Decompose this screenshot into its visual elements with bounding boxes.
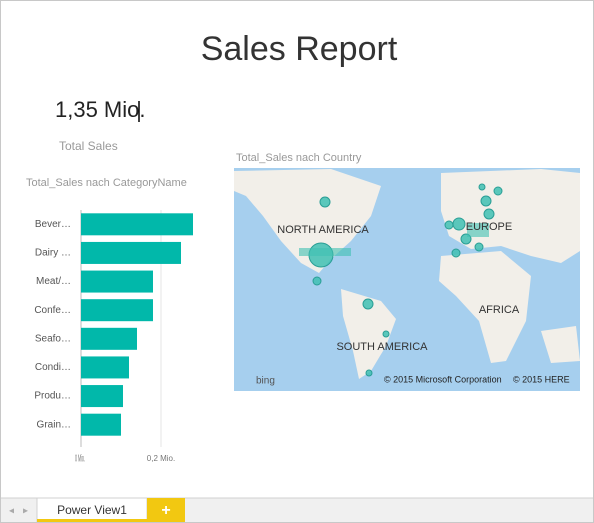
bar [81, 270, 153, 293]
card-value: 1,35 Mio. [55, 97, 146, 122]
bar [81, 327, 137, 350]
map-label: AFRICA [479, 304, 520, 316]
map-label: EUROPE [466, 221, 512, 233]
y-tick-label: Bever… [35, 219, 71, 230]
scroll-left[interactable]: ◂ [9, 506, 14, 517]
y-tick-label: Condi… [35, 362, 71, 373]
add-sheet-button[interactable] [147, 498, 185, 522]
report-title: Sales Report [201, 30, 398, 68]
map-label: SOUTH AMERICA [336, 341, 428, 353]
map-land [541, 326, 580, 363]
sheet-tab-indicator [37, 519, 147, 522]
bar [81, 241, 181, 264]
add-sheet-label[interactable]: + [161, 502, 170, 519]
map-land [441, 169, 580, 263]
sheet-tab-label[interactable]: Power View1 [57, 503, 127, 517]
y-tick-label: Dairy … [35, 248, 71, 259]
sheet-tab[interactable] [36, 497, 148, 522]
x-tick-label: 0,2 Mio. [147, 454, 175, 463]
map-copyright: © 2015 HERE [513, 374, 570, 384]
bar [81, 213, 193, 236]
map-land [439, 251, 531, 363]
card-label: Total Sales [59, 139, 118, 153]
y-tick-label: Grain… [37, 419, 71, 430]
map-land [234, 169, 381, 273]
map-label: NORTH AMERICA [277, 224, 369, 236]
x-tick-label: 0 Mio. [75, 454, 85, 465]
map-copyright: © 2015 Microsoft Corporation [384, 374, 502, 384]
y-tick-label: Seafo… [35, 333, 71, 344]
map-highlight [467, 223, 489, 237]
bar [81, 356, 129, 379]
map: NORTH AMERICA EUROPE AFRICA SOUTH AMERIC… [234, 168, 580, 391]
map-label: NORTH AMERICA [277, 224, 369, 236]
y-tick-label: Meat/… [36, 276, 71, 287]
bar [81, 413, 121, 436]
map-highlight [299, 248, 351, 256]
bar [81, 385, 123, 408]
bar-chart: 0 Mio. 0,2 Mio. Bever… Dairy … Meat/… Confe… S… [34, 210, 193, 465]
bar-chart-title: Total_Sales nach CategoryName [26, 177, 187, 189]
map-title: Total_Sales nach Country [236, 152, 362, 164]
y-tick-label: Produ… [34, 391, 71, 402]
scroll-right[interactable]: ▸ [23, 506, 28, 517]
y-tick-label: Confe… [34, 305, 71, 316]
bar [81, 299, 153, 322]
map-land [341, 289, 396, 379]
bing-logo: bing [256, 376, 275, 387]
